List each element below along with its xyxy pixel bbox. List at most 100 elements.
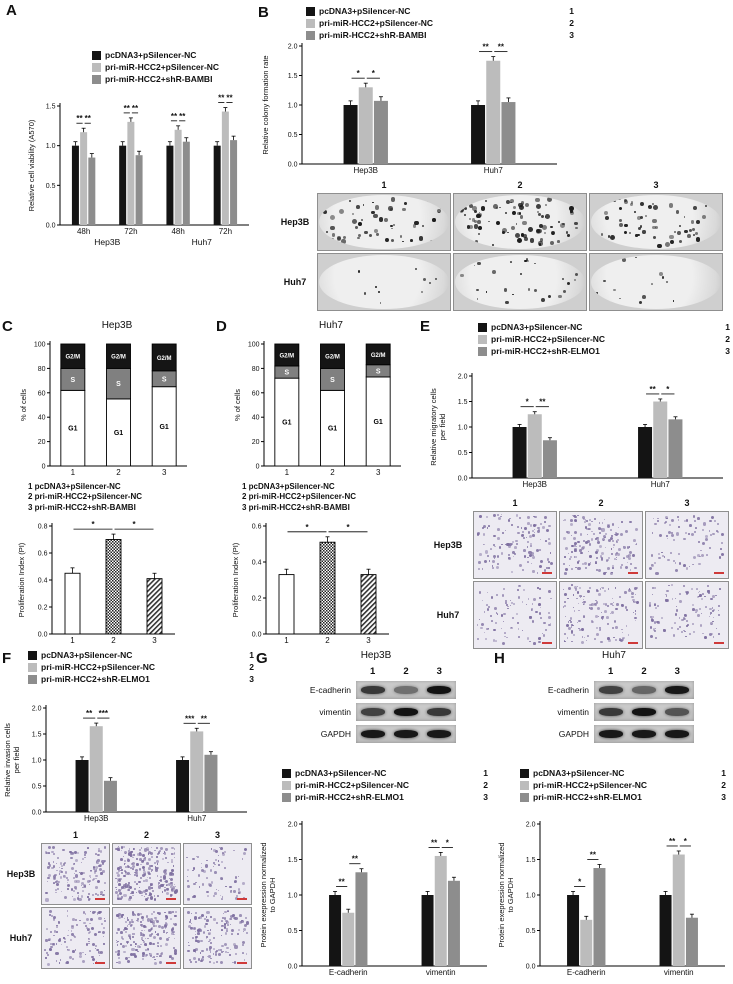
panel-C: C Hep3B 0 20 40 60 80 100 % of cells G1 S G2/M 1 G1… xyxy=(2,318,216,650)
svg-text:**: ** xyxy=(431,838,438,847)
panel-B: B pcDNA3+pSilencer-NC 1 pri-miR-HCC2+pSile… xyxy=(258,0,733,314)
legend-swatch xyxy=(306,18,315,28)
svg-text:Protein exepression normalized: Protein exepression normalized xyxy=(259,842,268,947)
svg-text:vimentin: vimentin xyxy=(426,968,456,977)
svg-text:0.5: 0.5 xyxy=(288,928,298,935)
image-column-label: 3 xyxy=(214,830,220,840)
blot-band xyxy=(665,708,690,716)
legend-number: 1 xyxy=(569,6,574,16)
svg-text:**: ** xyxy=(339,877,346,886)
svg-text:Huh7: Huh7 xyxy=(187,814,207,823)
scale-bar xyxy=(714,572,724,574)
legend-label: pcDNA3+pSilencer-NC xyxy=(295,768,387,778)
legend-swatch xyxy=(306,6,315,16)
svg-text:80: 80 xyxy=(252,366,260,373)
legend-number: 1 xyxy=(725,322,730,332)
legend-swatch xyxy=(28,650,37,660)
svg-text:G2/M: G2/M xyxy=(325,355,340,361)
scale-bar xyxy=(542,642,552,644)
image-row-label: Huh7 xyxy=(9,933,33,943)
lane-number: 3 xyxy=(674,666,680,677)
svg-text:vimentin: vimentin xyxy=(664,968,694,977)
image-row-label: Hep3B xyxy=(433,540,463,550)
blot-band xyxy=(427,730,452,738)
blot-strip xyxy=(356,725,456,743)
colony-image-grid: 1 2 3 Hep3B Huh7 xyxy=(274,180,724,312)
legend-swatch xyxy=(282,780,291,790)
svg-text:0.4: 0.4 xyxy=(38,578,48,585)
svg-text:**: ** xyxy=(86,709,93,718)
svg-text:**: ** xyxy=(650,385,657,394)
svg-text:100: 100 xyxy=(34,342,46,349)
colony-image xyxy=(589,193,723,251)
svg-text:E-cadherin: E-cadherin xyxy=(567,968,606,977)
svg-text:2.0: 2.0 xyxy=(526,822,536,829)
panel-G-legend: pcDNA3+pSilencer-NC 1 pri-miR-HCC2+pSilenc… xyxy=(282,768,488,804)
svg-text:0.6: 0.6 xyxy=(252,524,262,531)
svg-text:1.5: 1.5 xyxy=(46,104,56,111)
lane-number: 2 xyxy=(641,666,647,677)
svg-text:G2/M: G2/M xyxy=(279,353,294,359)
scale-bar xyxy=(166,898,176,900)
scale-bar xyxy=(95,962,105,964)
svg-text:2.0: 2.0 xyxy=(32,706,42,713)
svg-text:0.0: 0.0 xyxy=(288,964,298,971)
legend-label: pri-miR-HCC2+pSilencer-NC xyxy=(491,334,606,344)
svg-text:**: ** xyxy=(179,112,186,121)
transwell-image xyxy=(559,511,643,579)
svg-text:*: * xyxy=(578,877,582,886)
panel-H-legend: pcDNA3+pSilencer-NC 1 pri-miR-HCC2+pSilenc… xyxy=(520,768,726,804)
panel-E-label: E xyxy=(420,318,431,335)
legend-label: pcDNA3+pSilencer-NC xyxy=(491,322,583,332)
image-column-label: 1 xyxy=(512,498,518,508)
legend-item: pri-miR-HCC2+pSilencer-NC 2 xyxy=(520,780,726,790)
condition-line: 3 pri-miR-HCC2+shR-BAMBI xyxy=(242,502,350,512)
legend-number: 3 xyxy=(721,792,726,802)
svg-text:1.5: 1.5 xyxy=(32,732,42,739)
panel-A-legend: pcDNA3+pSilencer-NC pri-miR-HCC2+pSilence… xyxy=(92,50,254,86)
scale-bar xyxy=(714,642,724,644)
panel-D-conditions: 1 pcDNA3+pSilencer-NC 2 pri-miR-HCC2+pSil… xyxy=(242,482,356,513)
panel-A: A pcDNA3+pSilencer-NC pri-miR-HCC2+pSilen… xyxy=(6,2,258,314)
legend-label: pri-miR-HCC2+pSilencer-NC xyxy=(105,62,220,72)
legend-item: pcDNA3+pSilencer-NC 1 xyxy=(306,6,574,16)
svg-text:72h: 72h xyxy=(124,227,137,236)
svg-text:3: 3 xyxy=(366,636,371,645)
image-column-label: 3 xyxy=(653,180,659,190)
panel-H-label: H xyxy=(494,650,505,667)
blot-protein-label: vimentin xyxy=(557,707,589,717)
blot-protein-label: E-cadherin xyxy=(547,685,589,695)
panel-G: G Hep3B 1 2 3 E-cadherin vimentin GAPDH pcDNA… xyxy=(256,650,493,984)
svg-text:Hep3B: Hep3B xyxy=(523,480,547,489)
lane-number: 3 xyxy=(436,666,442,677)
panel-C-title: Hep3B xyxy=(101,320,133,331)
legend-number: 1 xyxy=(721,768,726,778)
legend-label: pri-miR-HCC2+pSilencer-NC xyxy=(533,780,648,790)
condition-line: 2 pri-miR-HCC2+pSilencer-NC xyxy=(242,492,357,502)
panel-E: E pcDNA3+pSilencer-NC 1 pri-miR-HCC2+pSile… xyxy=(420,318,733,650)
legend-number: 3 xyxy=(483,792,488,802)
svg-text:2: 2 xyxy=(325,636,330,645)
image-column-label: 1 xyxy=(381,180,387,190)
colony-image xyxy=(317,253,451,311)
colony-image xyxy=(453,253,587,311)
svg-text:1.5: 1.5 xyxy=(288,857,298,864)
transwell-image xyxy=(645,511,729,579)
legend-item: pri-miR-HCC2+shR-ELMO1 3 xyxy=(478,346,730,356)
legend-number: 2 xyxy=(249,662,254,672)
svg-text:3: 3 xyxy=(152,636,157,645)
legend-label: pcDNA3+pSilencer-NC xyxy=(319,6,411,16)
legend-number: 1 xyxy=(483,768,488,778)
legend-swatch xyxy=(92,62,101,72)
legend-label: pri-miR-HCC2+shR-ELMO1 xyxy=(41,674,150,684)
scale-bar xyxy=(628,572,638,574)
legend-swatch xyxy=(306,30,315,40)
blot-protein-label: vimentin xyxy=(319,707,351,717)
svg-text:G1: G1 xyxy=(114,430,123,437)
svg-text:0: 0 xyxy=(42,464,46,471)
svg-text:1.5: 1.5 xyxy=(288,73,298,80)
invasion-bar-chart: 0.0 0.5 1.0 1.5 2.0 Relative invasion cells pe… xyxy=(2,694,250,833)
legend-item: pri-miR-HCC2+pSilencer-NC 2 xyxy=(28,662,254,672)
legend-swatch xyxy=(478,334,487,344)
